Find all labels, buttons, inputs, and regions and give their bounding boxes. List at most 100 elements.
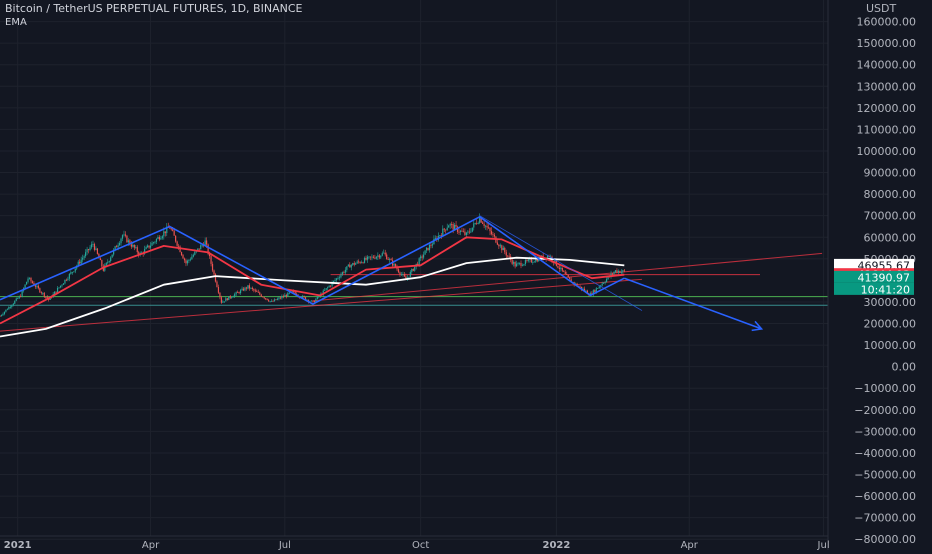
candle-body [282,296,284,298]
y-tick-label: 130000.00 [857,80,917,93]
candle-body [270,300,273,302]
candle-body [68,273,70,279]
x-tick-label: 2021 [4,540,32,550]
candle-body [428,244,431,251]
y-tick-label: 10000.00 [864,339,917,352]
candle-body [192,254,194,257]
y-tick-label: 0.00 [892,361,917,374]
candle-body [322,290,324,295]
candle-body [105,262,107,266]
candle-body [513,262,515,264]
candle-body [77,261,79,266]
drawings-front[interactable] [0,215,764,332]
time-axis[interactable]: 2021 Apr Jul Oct 2022 Apr Jul [4,540,830,551]
candle-body [439,235,441,237]
candle-body [55,291,57,293]
candle-body [523,264,525,266]
candle-body [234,294,236,297]
drawings-back[interactable] [0,252,828,332]
candle-body [595,288,597,292]
candle-body [484,225,487,227]
candle-body [459,230,462,233]
candle-body [54,291,56,294]
candle-body [527,259,529,261]
candle-body [505,252,507,256]
channel-line[interactable] [479,215,643,311]
candle-body [453,224,456,230]
candle-body [363,257,366,263]
candle-body [334,280,336,281]
candle-body [206,240,208,245]
candle-body [524,260,527,265]
candle-body [517,263,519,264]
candle-body [498,244,500,247]
candle-body [604,281,606,283]
candle-body [619,270,621,273]
y-tick-label: −20000.00 [854,404,916,417]
candle-body [607,276,609,280]
candle-body [204,240,206,246]
candle-body [487,227,490,229]
candle-body [616,270,618,273]
candle-body [313,301,315,303]
candle-body [144,249,146,254]
candles [0,213,625,317]
candle-body [393,264,395,266]
candle-body [211,263,214,271]
trendline-red-upper[interactable] [312,252,823,302]
price-tag-bg [834,282,914,295]
candle-body [111,254,113,258]
trendline-red-lower[interactable] [0,278,643,332]
candle-body [161,236,163,239]
candle-body [414,266,416,271]
candle-body [102,266,104,271]
candle-body [114,246,116,250]
candle-body [611,273,614,275]
candle-body [579,286,581,288]
candle-body [452,224,454,230]
candle-body [24,284,26,289]
candle-body [257,291,259,293]
candle-body [576,283,578,287]
candle-body [529,259,531,260]
candle-body [623,270,625,272]
currency-label[interactable]: USDT [866,2,897,15]
candle-body [400,274,403,276]
candle-body [427,247,429,251]
candle-body [82,257,84,260]
candle-body [149,245,152,248]
indicator-label[interactable]: EMA [5,17,27,28]
candle-body [138,252,140,255]
candle-body [129,240,131,245]
arrow-head[interactable] [751,320,764,332]
candle-body [564,271,566,274]
candle-body [567,274,569,278]
candle-body [62,283,65,285]
candle-body [288,292,290,294]
candle-body [213,270,215,275]
candle-body [272,300,274,302]
y-tick-label: −30000.00 [854,425,916,438]
candle-body [294,291,296,294]
candle-body [67,278,69,281]
candle-body [9,306,11,308]
projection-arrow[interactable] [624,277,762,330]
candle-body [380,255,382,258]
candle-body [59,285,62,288]
ema-slow-line [0,256,625,338]
candle-body [338,277,341,279]
candle-body [458,231,460,233]
candle-body [124,234,127,236]
candle-body [130,244,132,247]
candle-body [422,254,425,258]
candle-body [180,252,183,256]
candle-body [566,273,568,275]
candle-body [11,305,13,307]
zigzag-drawing[interactable] [0,215,625,306]
candle-body [526,260,528,261]
price-tag-last-price: 41390.97 [858,271,911,284]
candle-body [375,256,377,259]
